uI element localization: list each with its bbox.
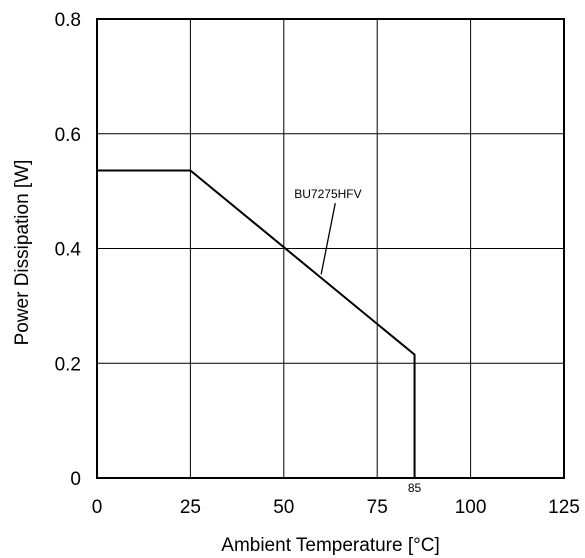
x-tick-label: 125 [548,497,580,518]
series-label-leader [320,202,336,275]
plot-frame [96,18,565,479]
x-tick-labels: 0 25 50 75 100 125 [92,497,580,518]
y-tick-label: 0.8 [55,10,81,31]
series-label: BU7275HFV [294,187,361,201]
derating-curve-layer [97,169,416,478]
x-tick-label: 0 [92,497,103,518]
y-tick-label: 0.6 [55,125,81,146]
y-tick-labels: 0 0.2 0.4 0.6 0.8 [55,10,82,490]
y-tick-label: 0.2 [55,354,81,375]
series-line [97,169,416,478]
x-tick-label: 25 [180,497,201,518]
x-tick-label: 75 [367,497,388,518]
grid-lines [97,19,564,478]
y-tick-label: 0 [70,469,81,490]
y-tick-label: 0.4 [55,240,82,261]
x-tick-label: 100 [455,497,487,518]
x-marker-label: 85 [408,481,422,495]
x-axis-title: Ambient Temperature [°C] [221,535,439,556]
x-tick-label: 50 [273,497,294,518]
annotations: BU7275HFV 85 [294,187,421,495]
y-axis-title: Power Dissipation [W] [12,160,33,346]
